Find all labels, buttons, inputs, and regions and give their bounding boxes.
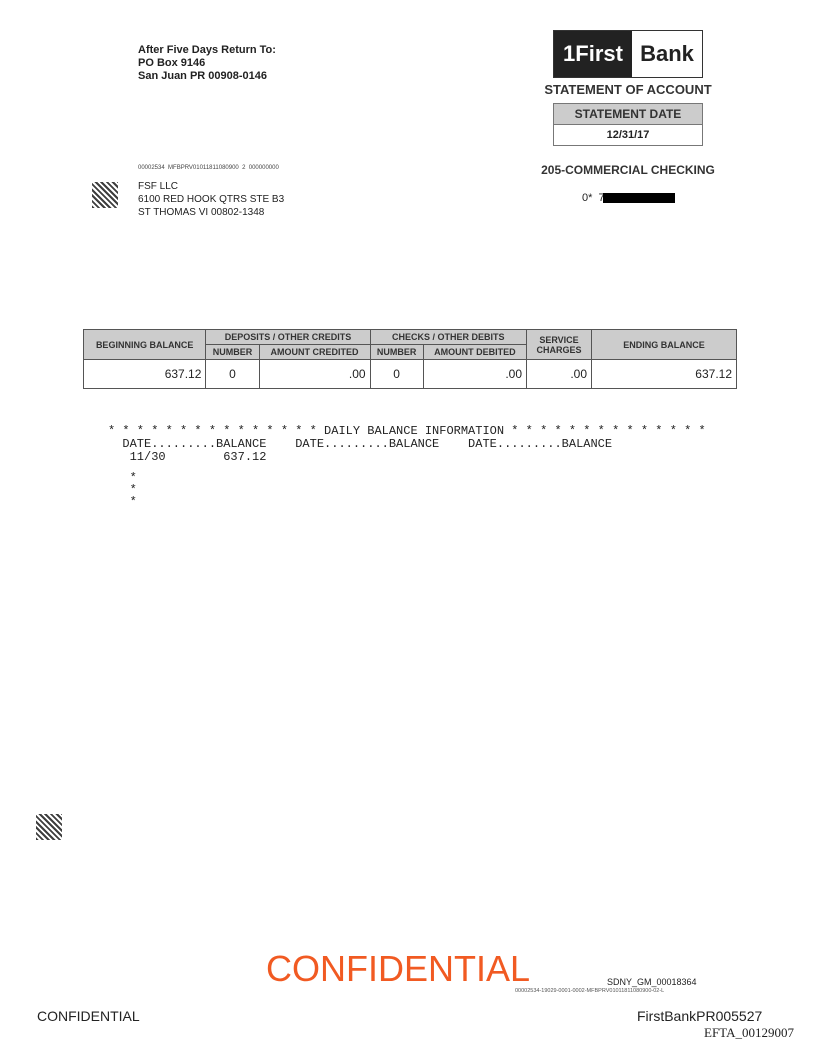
- confidential-stamp: CONFIDENTIAL: [266, 948, 531, 989]
- header-deposits: DEPOSITS / OTHER CREDITS: [205, 329, 371, 345]
- amount-credited: .00: [258, 359, 371, 389]
- redaction-bar: [602, 193, 675, 204]
- statement-date-label: STATEMENT DATE: [554, 104, 702, 125]
- summary-table: BEGINNING BALANCE DEPOSITS / OTHER CREDI…: [82, 329, 737, 389]
- statement-date-value: 12/31/17: [606, 129, 650, 141]
- statement-title: STATEMENT OF ACCOUNT: [544, 82, 712, 97]
- logo-right: Bank: [640, 41, 694, 66]
- service-charges: .00: [526, 359, 592, 389]
- deposits-number: 0: [205, 359, 260, 389]
- mail-barcode-text: 00002534 MFBPRV01011811080900 2 00000000…: [138, 165, 279, 171]
- logo-left: 1First: [554, 31, 632, 77]
- statement-date-box: STATEMENT DATE 12/31/17: [553, 103, 703, 146]
- header-number: NUMBER: [205, 344, 260, 360]
- header-amount-debited: AMOUNT DEBITED: [422, 344, 528, 360]
- datamatrix-icon: [92, 182, 118, 208]
- ending-balance: 637.12: [591, 359, 737, 389]
- efta-bates: EFTA_00129007: [704, 1025, 794, 1040]
- return-line: PO Box 9146: [138, 57, 206, 69]
- tiny-code: 00002534-19029-0001-0002-MFBPRV010118110…: [515, 988, 665, 994]
- return-line: After Five Days Return To:: [138, 44, 276, 56]
- daily-stars: * * *: [129, 471, 137, 509]
- header-service: SERVICE CHARGES: [526, 329, 592, 360]
- amount-debited: .00: [422, 359, 528, 389]
- firstbank-bates: FirstBankPR005527: [637, 1008, 763, 1024]
- beginning-balance: 637.12: [82, 359, 207, 389]
- header-number: NUMBER: [369, 344, 424, 360]
- addressee-line: 6100 RED HOOK QTRS STE B3: [138, 194, 285, 205]
- sdny-bates: SDNY_GM_00018364: [607, 977, 697, 987]
- checks-number: 0: [369, 359, 424, 389]
- firstbank-logo: 1First Bank: [553, 30, 703, 78]
- daily-row: 11/30 637.12: [108, 450, 267, 464]
- daily-header: DATE.........BALANCE DATE.........BALANC…: [108, 437, 613, 451]
- header-amount-credited: AMOUNT CREDITED: [258, 344, 371, 360]
- addressee-name: FSF LLC: [138, 181, 179, 192]
- return-address: After Five Days Return To: PO Box 9146 S…: [138, 44, 276, 83]
- header-checks: CHECKS / OTHER DEBITS: [369, 329, 528, 345]
- daily-balance: * * * * * * * * * * * * * * * DAILY BALA…: [108, 424, 706, 509]
- table-row: 637.12 0 .00 0 .00 .00 637.12: [82, 359, 737, 389]
- addressee: FSF LLC 6100 RED HOOK QTRS STE B3 ST THO…: [138, 180, 284, 219]
- datamatrix-icon: [36, 814, 62, 840]
- return-line: San Juan PR 00908-0146: [138, 70, 268, 82]
- header-ending: ENDING BALANCE: [591, 329, 737, 360]
- daily-title: * * * * * * * * * * * * * * * DAILY BALA…: [108, 424, 706, 438]
- account-type: 205-COMMERCIAL CHECKING: [541, 163, 715, 177]
- account-number: 0* 73: [582, 192, 675, 204]
- addressee-line: ST THOMAS VI 00802-1348: [138, 207, 265, 218]
- confidential-label: CONFIDENTIAL: [37, 1008, 140, 1024]
- header-beginning: BEGINNING BALANCE: [82, 329, 207, 360]
